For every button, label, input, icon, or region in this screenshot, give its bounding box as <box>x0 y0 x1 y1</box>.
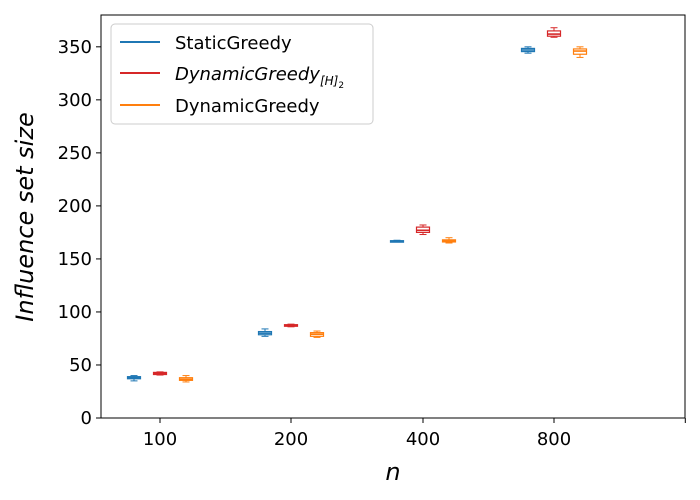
legend-entry-static-greedy: StaticGreedy <box>120 33 292 54</box>
box-dynamic-greedy-h2-800 <box>546 27 562 38</box>
box-static-greedy-200 <box>257 328 273 337</box>
y-tick-label: 150 <box>58 249 92 270</box>
legend-label-dynamic-greedy-h2: DynamicGreedy[H]2 <box>175 64 344 91</box>
x-axis: 100 200 400 800 <box>143 418 686 450</box>
legend-label-subsub: 2 <box>338 81 344 91</box>
legend-label-static-greedy: StaticGreedy <box>175 33 292 54</box>
x-tick-label: 200 <box>274 429 308 450</box>
y-tick-label: 100 <box>58 302 92 323</box>
box-dynamic-greedy-100 <box>178 375 194 383</box>
legend-entry-dynamic-greedy-h2: DynamicGreedy[H]2 <box>120 64 344 91</box>
y-tick-label: 300 <box>58 90 92 111</box>
box-dynamic-greedy-h2-200 <box>283 323 299 328</box>
legend: StaticGreedy DynamicGreedy[H]2 DynamicGr… <box>110 23 374 125</box>
y-tick-label: 200 <box>58 196 92 217</box>
plot-frame <box>100 14 686 419</box>
y-axis: 0 50 100 150 200 250 300 350 <box>58 37 101 429</box>
legend-label-sub: [H] <box>320 74 339 88</box>
y-axis-title: Influence set size <box>11 112 39 321</box>
box-dynamic-greedy-h2-400 <box>415 224 431 236</box>
x-axis-title: n <box>385 458 400 486</box>
legend-label-main: DynamicGreedy <box>175 64 320 85</box>
plot-area <box>100 14 686 419</box>
y-tick-label: 250 <box>58 143 92 164</box>
legend-frame <box>110 23 374 125</box>
box-dynamic-greedy-800 <box>572 46 588 58</box>
legend-entry-dynamic-greedy: DynamicGreedy <box>120 96 320 117</box>
x-tick-label: 800 <box>537 429 571 450</box>
box-dynamic-greedy-h2-100 <box>152 371 168 376</box>
x-tick-label: 400 <box>406 429 440 450</box>
box-static-greedy-800 <box>520 46 536 54</box>
box-dynamic-greedy-200 <box>309 330 325 338</box>
box-dynamic-greedy-400 <box>441 237 457 244</box>
box-static-greedy-100 <box>126 375 142 382</box>
box-static-greedy-400 <box>389 239 405 243</box>
y-tick-label: 350 <box>58 37 92 58</box>
legend-label-dynamic-greedy: DynamicGreedy <box>175 96 320 117</box>
boxes-layer <box>126 27 588 383</box>
x-tick-label: 100 <box>143 429 177 450</box>
y-tick-label: 50 <box>69 355 92 376</box>
y-tick-label: 0 <box>81 408 92 429</box>
